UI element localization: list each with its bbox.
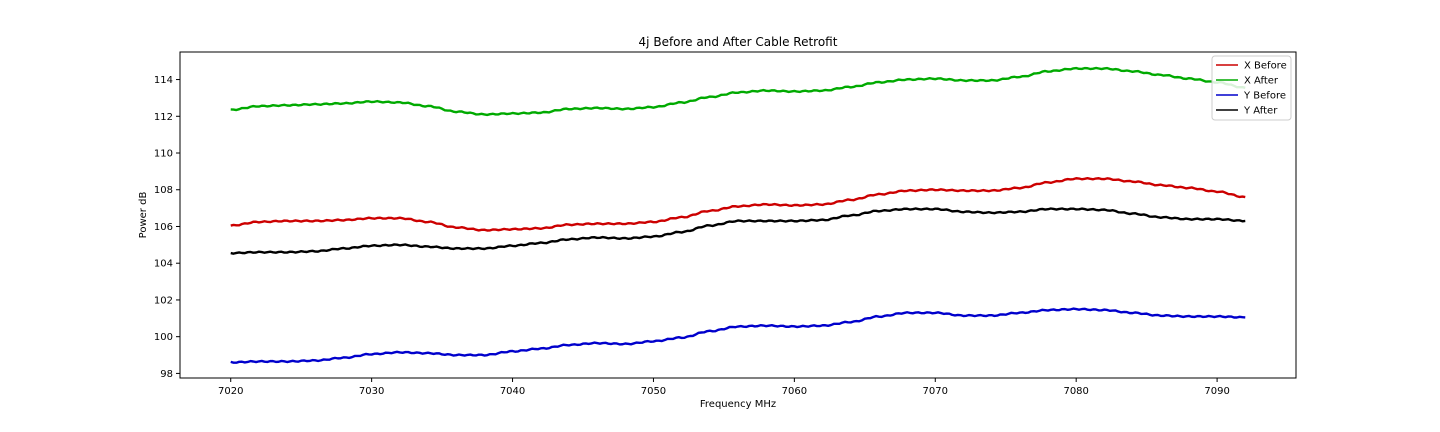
series-line-y-after	[230, 207, 1246, 255]
x-tick-label: 7040	[500, 386, 525, 397]
series-line-x-after	[230, 66, 1246, 117]
series-layer	[230, 66, 1246, 364]
x-tick-label: 7070	[923, 386, 948, 397]
legend-label: X After	[1244, 76, 1279, 87]
y-axis: 98 100 102 104 106 108 110 112 114	[154, 75, 180, 380]
legend: X Before X After Y Before Y After	[1211, 55, 1292, 121]
plot-area	[179, 51, 1297, 379]
y-tick-label: 114	[154, 75, 173, 86]
x-tick-label: 7080	[1063, 386, 1088, 397]
y-tick-label: 108	[154, 185, 173, 196]
y-tick-label: 100	[154, 332, 173, 343]
y-tick-label: 112	[154, 112, 173, 123]
y-axis-label: Power dB	[138, 192, 149, 239]
series-line-x-before	[230, 176, 1246, 232]
x-tick-label: 7050	[641, 386, 666, 397]
x-tick-label: 7020	[218, 386, 243, 397]
y-tick-label: 110	[154, 149, 173, 160]
x-tick-label: 7030	[359, 386, 384, 397]
legend-label: Y Before	[1243, 91, 1286, 102]
y-tick-label: 98	[160, 369, 173, 380]
chart-title: 4j Before and After Cable Retrofit	[639, 35, 838, 49]
y-tick-label: 106	[154, 222, 173, 233]
x-axis: 7020 7030 7040 7050 7060 7070 7080 7090	[218, 378, 1230, 397]
legend-box	[1211, 55, 1292, 121]
y-tick-label: 102	[154, 295, 173, 306]
x-tick-label: 7060	[782, 386, 807, 397]
legend-label: Y After	[1243, 106, 1278, 117]
series-line-y-before	[230, 307, 1246, 364]
legend-label: X Before	[1244, 61, 1287, 72]
x-tick-label: 7090	[1204, 386, 1229, 397]
x-axis-label: Frequency MHz	[700, 399, 776, 410]
y-tick-label: 104	[154, 259, 173, 270]
